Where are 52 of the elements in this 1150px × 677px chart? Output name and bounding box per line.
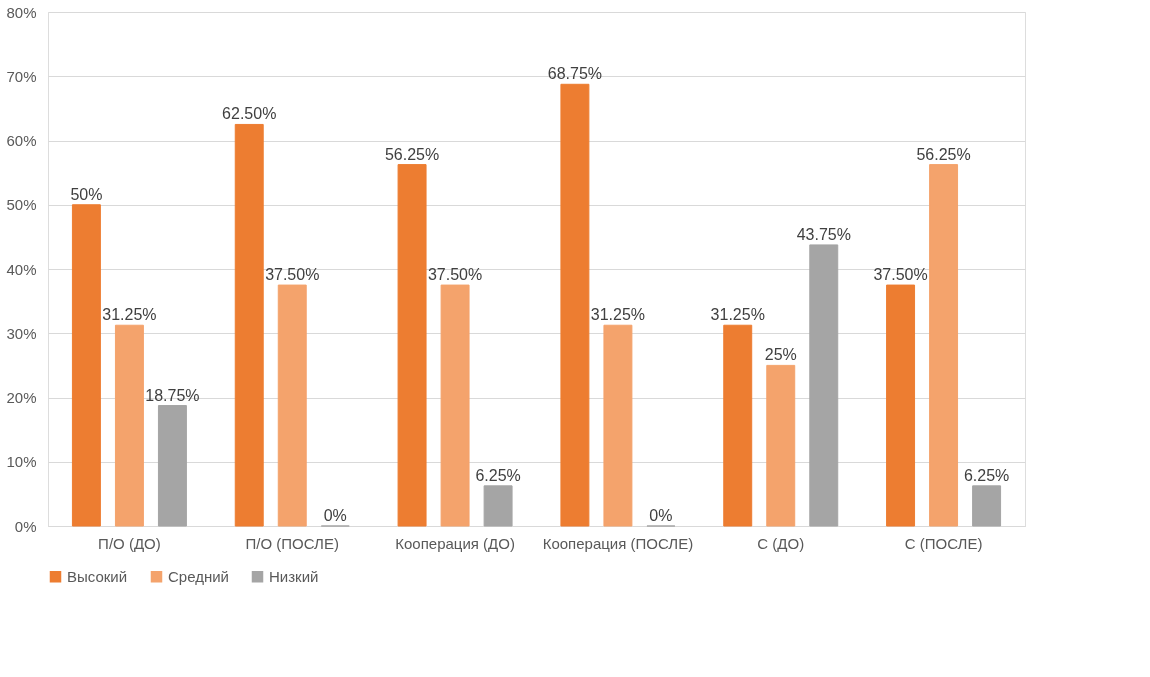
x-tick-label: П/О (ПОСЛЕ) (245, 534, 339, 552)
data-label: 0% (323, 507, 347, 524)
x-tick-label: С (ПОСЛЕ) (904, 534, 983, 552)
data-label: 56.25% (384, 145, 440, 163)
bar (114, 324, 144, 527)
bar (157, 405, 187, 527)
bar (886, 284, 916, 527)
y-tick-label: 80% (6, 3, 37, 21)
data-label: 62.50% (222, 105, 277, 123)
bar (560, 83, 590, 527)
data-label: 68.75% (547, 65, 603, 83)
bar (929, 164, 959, 527)
y-tick-label: 40% (6, 260, 37, 278)
y-tick-label: 0% (14, 517, 37, 535)
legend-label: Низкий (269, 567, 319, 585)
bar (71, 204, 101, 527)
y-tick-label: 70% (6, 67, 37, 85)
data-label: 31.25% (102, 306, 157, 324)
data-label: 31.25% (590, 306, 646, 324)
y-tick-label: 50% (6, 196, 37, 214)
data-label: 37.50% (873, 266, 928, 284)
bar (234, 123, 264, 527)
y-tick-label: 30% (6, 324, 37, 342)
data-label: 50% (70, 185, 103, 203)
bar (483, 485, 513, 527)
legend-label: Высокий (67, 567, 128, 585)
x-tick-label: Кооперация (ПОСЛЕ) (542, 534, 694, 552)
x-tick-label: С (ДО) (757, 534, 805, 552)
data-label: 37.50% (427, 266, 483, 284)
y-tick-label: 60% (6, 132, 37, 149)
bar (723, 324, 753, 527)
data-label: 6.25% (475, 466, 521, 484)
x-tick-label: Кооперация (ДО) (395, 534, 515, 552)
data-label: 37.50% (265, 266, 320, 284)
data-label: 6.25% (963, 466, 1010, 484)
y-tick-label: 20% (6, 389, 37, 406)
bar (809, 244, 839, 527)
bar (277, 284, 307, 527)
data-label: 25% (764, 346, 797, 364)
data-label: 18.75% (145, 386, 200, 404)
x-tick-label: П/О (ДО) (98, 534, 161, 552)
bar (972, 485, 1002, 527)
data-label: 31.25% (710, 306, 765, 324)
bar (440, 284, 470, 527)
data-label: 43.75% (796, 225, 851, 243)
y-tick-label: 10% (6, 453, 37, 471)
data-label: 56.25% (916, 145, 971, 163)
bar (397, 164, 427, 527)
legend-label: Средний (168, 567, 229, 585)
data-label: 0% (649, 507, 673, 524)
bar (603, 324, 633, 527)
bar (766, 364, 796, 527)
